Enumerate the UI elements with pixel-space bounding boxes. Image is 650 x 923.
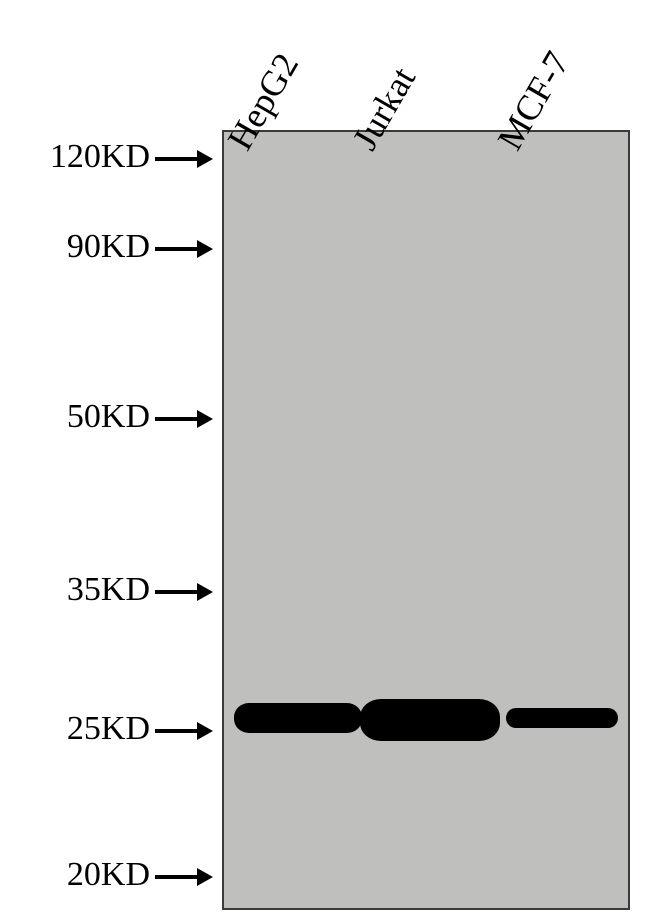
mw-marker-arrow [155,868,213,870]
protein-band [360,699,500,741]
mw-marker-arrow [155,410,213,412]
mw-marker-label: 90KD [67,228,150,266]
blot-membrane [222,130,630,910]
mw-marker-label: 20KD [67,856,150,894]
western-blot-figure: 120KD 90KD 50KD 35KD 25KD 20KD HepG2Jurk… [0,0,650,923]
mw-marker-label: 25KD [67,710,150,748]
protein-band [506,708,618,728]
mw-marker-arrow [155,722,213,724]
protein-band [234,703,362,733]
mw-marker-arrow [155,150,213,152]
mw-marker-label: 35KD [67,571,150,609]
mw-marker-arrow [155,240,213,242]
mw-marker-label: 50KD [67,398,150,436]
mw-marker-arrow [155,583,213,585]
mw-marker-label: 120KD [50,138,150,176]
